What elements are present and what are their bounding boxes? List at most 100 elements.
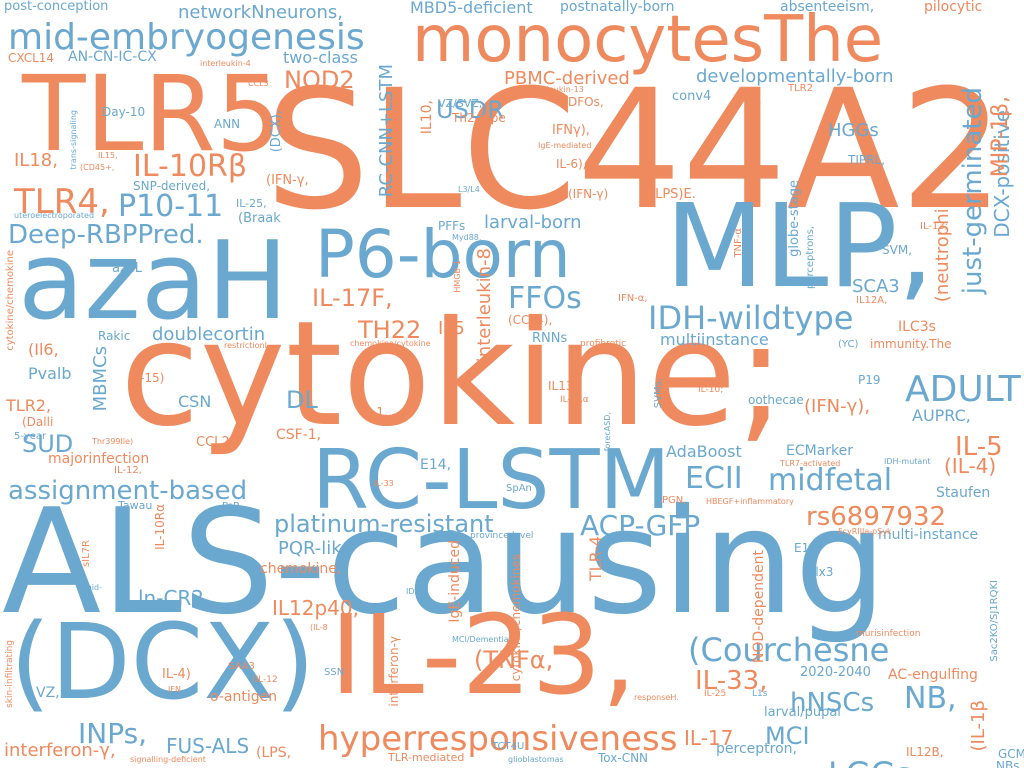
word: IL18, — [14, 150, 58, 171]
word: larval-born — [484, 212, 582, 233]
word: GCM — [998, 747, 1024, 761]
word: AN-CN-IC-CX — [68, 49, 157, 65]
word: 2020-2040 — [800, 665, 871, 680]
word: TNF-α — [733, 228, 744, 258]
word: NBs — [996, 759, 1020, 768]
word: TCT4U — [492, 741, 525, 752]
word: NOD-dependent — [751, 550, 767, 664]
word: interleukin-13 — [528, 85, 584, 94]
word: Staufen — [936, 485, 991, 501]
word: IL-25 — [704, 689, 727, 699]
word: IL5 — [438, 318, 465, 339]
word: conv4 — [672, 89, 712, 104]
word: MLP, — [665, 180, 935, 314]
word: IL-5 — [955, 432, 1003, 462]
word: SLC44A2 — [265, 54, 1005, 246]
word: TLR4, — [14, 182, 110, 222]
word: TLR7-activated — [780, 459, 841, 468]
word: skin-infiltrating — [5, 640, 15, 708]
word: midfetal — [768, 463, 893, 498]
word: ECII — [685, 461, 743, 496]
word: IL-17F, — [312, 284, 393, 312]
word: TLR-mediated — [388, 751, 465, 764]
word: PBMC-derived — [504, 68, 630, 89]
word: Pvalb — [28, 364, 72, 383]
word: IL12p40, — [272, 596, 359, 620]
word: TIPRL, — [848, 153, 885, 167]
word: FUS-ALS — [166, 734, 250, 758]
word: hyperresponsiveness — [318, 719, 678, 759]
word: trans-signaling — [69, 110, 78, 170]
word: ln-CR2 — [138, 586, 205, 610]
word: PFFs — [438, 219, 466, 233]
word: interferon-γ — [387, 636, 401, 707]
word: IDH — [406, 587, 421, 596]
word: SNP-derived, — [133, 179, 211, 193]
word: Myd88, — [452, 233, 482, 242]
word: NOD2 — [284, 66, 355, 94]
word: postnatally-born — [560, 0, 675, 15]
word: RNNs — [532, 331, 568, 346]
word: Tawau — [118, 499, 153, 512]
word: oothecae — [748, 393, 804, 407]
word: assignment-based — [8, 476, 248, 506]
word: CSF-1, — [276, 427, 322, 443]
word: signalling-deficient — [130, 755, 206, 764]
word: Tox-CNN — [598, 751, 649, 765]
word: province-level — [470, 531, 534, 541]
word: PQR-like — [278, 538, 353, 559]
word: globe-stage — [787, 180, 802, 257]
word: azaH — [18, 219, 289, 344]
word: ALS-causing — [2, 478, 887, 647]
word: CXCL14 — [8, 51, 55, 65]
word: MBMCs — [90, 346, 111, 412]
word: (LPS, — [256, 745, 292, 761]
word: CCL20 — [196, 435, 238, 450]
word: monocytesThe — [412, 3, 884, 77]
word: L3/L4 — [458, 185, 480, 194]
word: post-conception — [4, 0, 109, 14]
word: just-germinated — [958, 87, 988, 295]
word: P10-11 — [118, 189, 224, 224]
word: ACP-GFP — [580, 509, 701, 542]
word: IL13 — [548, 379, 574, 393]
word: NB, — [904, 681, 957, 716]
word: PGN, — [662, 495, 687, 506]
word: (YC) — [838, 339, 859, 350]
word: ILC3s — [898, 319, 936, 335]
word: IL-15) — [130, 371, 165, 385]
word: (CD45+, — [80, 163, 115, 172]
word: TLR5 — [22, 53, 282, 175]
word: (IL-1β — [968, 700, 989, 752]
word: IL10, — [419, 100, 435, 135]
word: USDR — [436, 96, 504, 124]
word: Th2-type — [452, 111, 506, 125]
word: restrictionL. — [224, 341, 272, 350]
word: IL-1, — [362, 405, 388, 419]
word: RC-CNN+LSTM — [376, 64, 397, 198]
word: 5-year — [14, 431, 47, 442]
word: cytokine; — [120, 290, 786, 459]
word: interferon-γ, — [4, 740, 116, 761]
word: PsP — [222, 501, 240, 512]
word: majorinfection — [48, 451, 150, 467]
word: interleukin-4 — [200, 59, 251, 68]
word: networkNneurons, — [178, 2, 343, 23]
word: IgE-mediated — [538, 141, 592, 150]
word: IL15, — [98, 151, 118, 160]
word: Thr399Ile) — [92, 437, 134, 446]
word: rs6897932 — [806, 502, 947, 532]
word: TLR2, — [6, 396, 52, 415]
word: absenteeism, — [780, 0, 875, 15]
word: IL-10Rβ — [133, 149, 248, 184]
word: LGGs — [828, 758, 912, 768]
word: IFN — [168, 685, 181, 694]
word: Sac2KO/SJ1RQKI — [989, 580, 1000, 662]
word: platinum-resistant — [274, 510, 494, 538]
word: forecASD, — [603, 412, 612, 452]
word: TH22 — [358, 316, 422, 344]
word: IL-33 — [374, 479, 394, 488]
word: DL — [286, 386, 318, 414]
word: (DCX), — [269, 110, 284, 153]
word: MCI/Dementia — [452, 635, 509, 644]
